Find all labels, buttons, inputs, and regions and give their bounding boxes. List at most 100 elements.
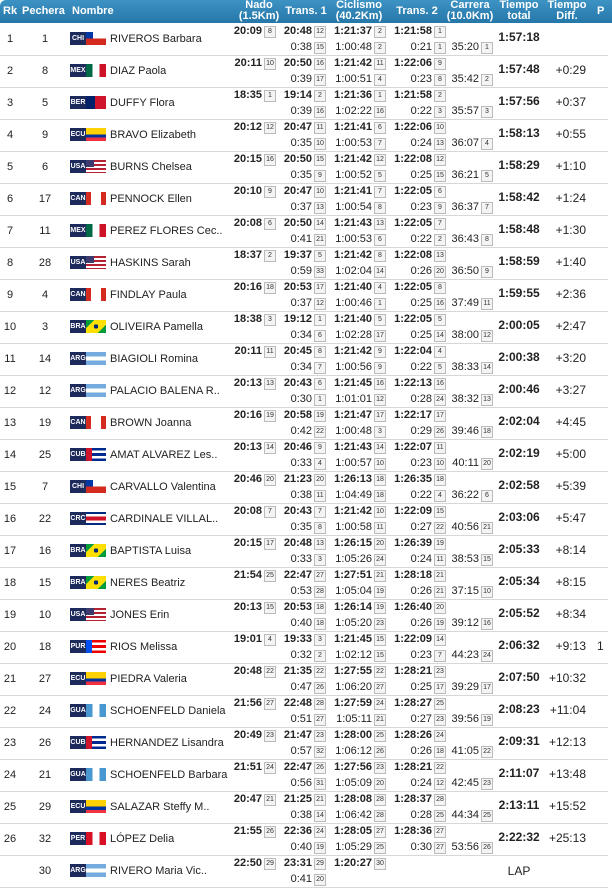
bib-number: 11 bbox=[39, 225, 51, 237]
header-total[interactable]: Tiempo total bbox=[496, 0, 542, 22]
athlete-name[interactable]: FINDLAY Paula bbox=[110, 289, 187, 301]
athlete-name[interactable]: BRAVO Elizabeth bbox=[110, 129, 197, 141]
t1-split-rank: 6 bbox=[314, 330, 326, 342]
argentina-flag-icon bbox=[86, 384, 106, 397]
athlete-name[interactable]: HERNANDEZ Lisandra bbox=[110, 737, 224, 749]
header-name[interactable]: Nombre bbox=[72, 5, 114, 17]
total-time: 1:58:29 bbox=[498, 158, 540, 172]
athlete-name[interactable]: PENNOCK Ellen bbox=[110, 193, 192, 205]
bike-split-rank: 12 bbox=[374, 394, 386, 406]
bike-cumulative-time: 1:20:27 bbox=[334, 857, 372, 869]
run-time: 42:45 bbox=[451, 777, 479, 789]
t2-cumulative-time: 1:26:39 bbox=[394, 537, 432, 549]
total-time: 1:58:13 bbox=[498, 126, 540, 140]
athlete-name[interactable]: BROWN Joanna bbox=[110, 417, 192, 429]
cuba-flag-icon bbox=[86, 448, 106, 461]
bike-cumulative-time: 1:21:36 bbox=[334, 89, 372, 101]
athlete-name[interactable]: PALACIO BALENA R.. bbox=[110, 385, 220, 397]
t2-cumulative-time: 1:22:05 bbox=[394, 185, 432, 197]
athlete-name[interactable]: DIAZ Paola bbox=[110, 65, 167, 77]
header-p[interactable]: P bbox=[597, 5, 605, 17]
header-total-label: Tiempo bbox=[499, 0, 539, 11]
athlete-name[interactable]: SCHOENFELD Barbara bbox=[110, 769, 228, 781]
bike-cumulative-rank: 8 bbox=[374, 250, 386, 262]
bike-cumulative-rank: 28 bbox=[374, 794, 386, 806]
header-swim-label: Nado bbox=[245, 0, 273, 11]
t1-cumulative-rank: 23 bbox=[314, 730, 326, 742]
t2-cumulative-rank: 12 bbox=[434, 154, 446, 166]
bike-split-time: 1:02:22 bbox=[335, 105, 372, 117]
t2-cumulative-rank: 22 bbox=[434, 762, 446, 774]
athlete-name[interactable]: BURNS Chelsea bbox=[110, 161, 192, 173]
t1-cumulative-rank: 21 bbox=[314, 794, 326, 806]
athlete-name[interactable]: CARDINALE VILLAL.. bbox=[110, 513, 219, 525]
t1-split-time: 0:51 bbox=[290, 713, 312, 725]
header-swim[interactable]: Nado (1.5Km) bbox=[236, 0, 282, 22]
header-diff-label: Tiempo bbox=[547, 0, 587, 11]
header-bib[interactable]: Pechera bbox=[22, 5, 65, 17]
rank: 19 bbox=[3, 609, 17, 621]
bike-split-rank: 11 bbox=[374, 522, 386, 534]
t2-cumulative-time: 1:22:08 bbox=[394, 249, 432, 261]
athlete-name[interactable]: RIOS Melissa bbox=[110, 641, 178, 653]
athlete-name[interactable]: DUFFY Flora bbox=[110, 97, 175, 109]
time-diff: +0:55 bbox=[555, 127, 586, 141]
t2-cumulative-rank: 24 bbox=[434, 730, 446, 742]
header-t1[interactable]: Trans. 1 bbox=[285, 5, 327, 17]
athlete-name[interactable]: HASKINS Sarah bbox=[110, 257, 191, 269]
athlete-name[interactable]: RIVERO Maria Vic.. bbox=[110, 865, 207, 877]
header-bike[interactable]: Ciclismo (40.2Km) bbox=[330, 0, 388, 22]
athlete-name[interactable]: CARVALLO Valentina bbox=[110, 481, 216, 493]
time-diff: +5:39 bbox=[555, 479, 586, 493]
bib-number: 28 bbox=[38, 257, 52, 269]
rank: 25 bbox=[3, 801, 17, 813]
athlete-name[interactable]: AMAT ALVAREZ Les.. bbox=[110, 449, 218, 461]
athlete-name[interactable]: BAPTISTA Luisa bbox=[110, 545, 192, 557]
run-time: 36:50 bbox=[451, 265, 479, 277]
bike-cumulative-time: 1:28:08 bbox=[334, 793, 372, 805]
table-row: 1 1 CHI RIVEROS Barbara 20:09 8 20:48 12 0:38 15 1… bbox=[0, 23, 608, 56]
athlete-name[interactable]: LÓPEZ Delia bbox=[110, 833, 175, 845]
run-rank: 5 bbox=[481, 170, 493, 182]
swim-rank: 8 bbox=[264, 26, 276, 38]
run-rank: 24 bbox=[481, 650, 493, 662]
athlete-name[interactable]: JONES Erin bbox=[110, 609, 170, 621]
bike-split-rank: 5 bbox=[374, 170, 386, 182]
total-time: 2:03:06 bbox=[498, 510, 540, 524]
t2-cumulative-rank: 21 bbox=[434, 570, 446, 582]
header-t2[interactable]: Trans. 2 bbox=[396, 5, 438, 17]
bike-cumulative-rank: 21 bbox=[374, 570, 386, 582]
athlete-name[interactable]: SCHOENFELD Daniela bbox=[110, 705, 226, 717]
t1-cumulative-rank: 24 bbox=[314, 826, 326, 838]
t2-cumulative-rank: 15 bbox=[434, 506, 446, 518]
athlete-name[interactable]: PIEDRA Valeria bbox=[110, 673, 187, 685]
t1-split-rank: 16 bbox=[314, 106, 326, 118]
bib-number: 24 bbox=[38, 705, 52, 717]
header-rk[interactable]: Rk bbox=[3, 5, 18, 17]
bib-number: 27 bbox=[38, 673, 52, 685]
t2-cumulative-rank: 13 bbox=[434, 250, 446, 262]
t2-split-time: 0:28 bbox=[410, 809, 432, 821]
rank: 1 bbox=[6, 33, 14, 45]
athlete-name[interactable]: OLIVEIRA Pamella bbox=[110, 321, 203, 333]
athlete-name[interactable]: RIVEROS Barbara bbox=[110, 33, 202, 45]
athlete-name[interactable]: BIAGIOLI Romina bbox=[110, 353, 199, 365]
bike-cumulative-rank: 7 bbox=[374, 186, 386, 198]
athlete-name[interactable]: PEREZ FLORES Cec.. bbox=[110, 225, 223, 237]
t1-split-time: 0:37 bbox=[290, 297, 312, 309]
total-time: 2:11:07 bbox=[498, 766, 540, 780]
t1-split-rank: 15 bbox=[314, 42, 326, 54]
bike-cumulative-time: 1:21:42 bbox=[334, 57, 372, 69]
athlete-name[interactable]: SALAZAR Steffy M.. bbox=[110, 801, 210, 813]
t2-cumulative-time: 1:28:36 bbox=[394, 825, 432, 837]
bike-split-rank: 18 bbox=[374, 490, 386, 502]
t1-split-time: 0:56 bbox=[290, 777, 312, 789]
t2-split-rank: 17 bbox=[434, 682, 446, 694]
bib-number: 4 bbox=[41, 289, 49, 301]
header-run[interactable]: Carrera (10.0Km) bbox=[446, 0, 494, 22]
bike-cumulative-time: 1:26:15 bbox=[334, 537, 372, 549]
bike-cumulative-time: 1:21:40 bbox=[334, 281, 372, 293]
bike-cumulative-time: 1:21:42 bbox=[334, 505, 372, 517]
athlete-name[interactable]: NERES Beatriz bbox=[110, 577, 186, 589]
header-diff[interactable]: Tiempo Diff. bbox=[545, 0, 589, 22]
